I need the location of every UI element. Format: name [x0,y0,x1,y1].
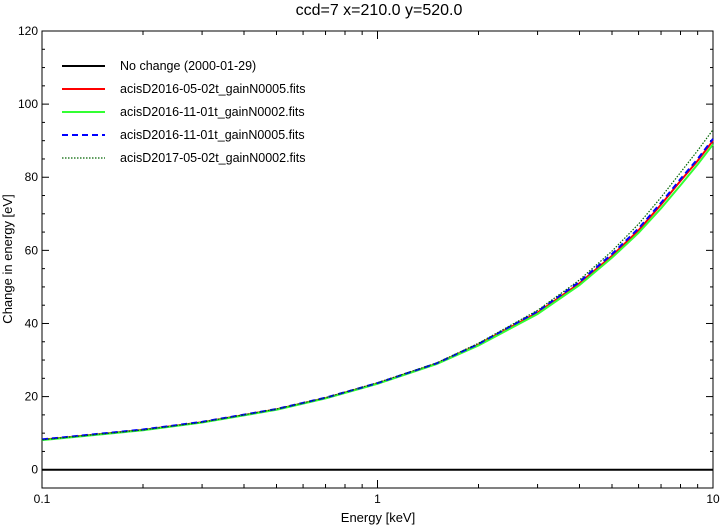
axis-ticks [41,30,714,489]
x-tick-label: 10 [706,492,720,506]
legend-label: acisD2016-11-01t_gainN0002.fits [120,105,305,119]
x-tick-label: 1 [374,492,381,506]
plot-area [41,30,714,489]
series-line-2 [41,140,714,441]
x-tick-label: 0.1 [34,492,51,506]
y-axis-label: Change in energy [eV] [0,194,15,323]
chart-title: ccd=7 x=210.0 y=520.0 [296,2,463,19]
x-axis-label: Energy [keV] [341,510,415,525]
legend-label: acisD2016-05-02t_gainN0005.fits [120,82,306,96]
y-tick-label: 20 [25,390,39,404]
y-tick-label: 100 [18,97,38,111]
legend: No change (2000-01-29) acisD2016-05-02t_g… [62,59,306,165]
series-line-4 [41,138,714,441]
y-tick-label: 40 [25,316,39,330]
y-tick-label: 60 [25,243,39,257]
y-tick-label: 120 [18,24,38,38]
legend-label: acisD2017-05-02t_gainN0002.fits [120,151,306,165]
axis-tick-labels: 0 20 40 60 80 100 120 0.1 1 10 [18,24,720,506]
legend-label: acisD2016-11-01t_gainN0005.fits [120,128,305,142]
y-tick-label: 80 [25,170,39,184]
series-line-5 [41,129,714,441]
y-tick-label: 0 [31,463,38,477]
series-line-3 [41,143,714,442]
series-lines [41,129,714,471]
legend-label: No change (2000-01-29) [120,59,256,73]
